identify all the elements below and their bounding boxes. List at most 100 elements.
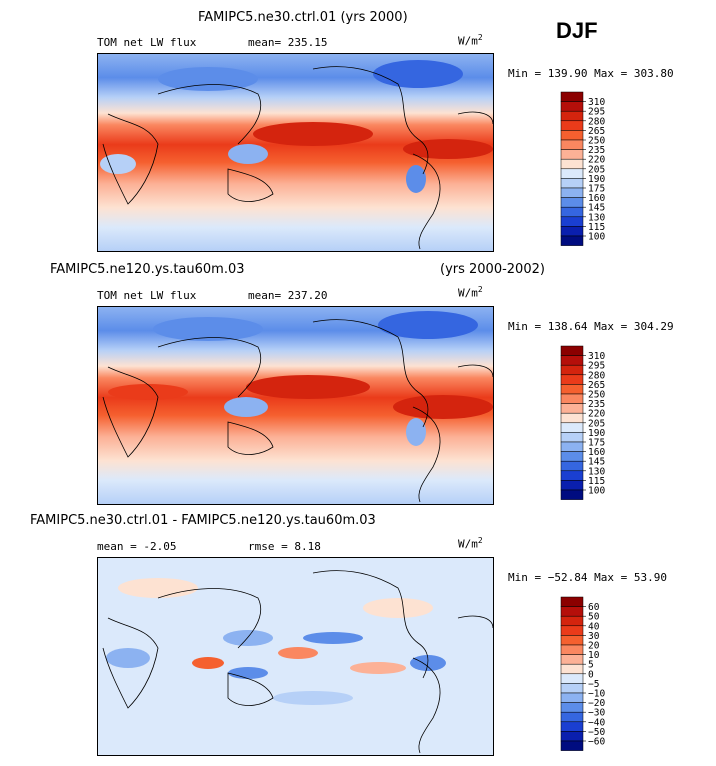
panel1-coastlines — [102, 66, 493, 250]
colorbar-label: 30 — [588, 631, 600, 642]
panel3-anom-neg-3 — [303, 632, 363, 644]
panel2-warm-west — [108, 384, 188, 400]
colorbar-swatch — [560, 412, 584, 424]
colorbar-swatch — [560, 470, 584, 481]
colorbar-label: 115 — [588, 222, 605, 233]
colorbar-swatch — [560, 235, 584, 246]
panel1-convective-africa — [100, 154, 136, 174]
panel2-cold-asia — [153, 317, 263, 341]
colorbar-label: 205 — [588, 418, 605, 429]
panel2-title: FAMIPC5.ne120.ys.tau60m.03 — [50, 262, 245, 277]
panel3-map — [97, 557, 494, 756]
colorbar-swatch — [560, 178, 584, 189]
panel1-cold-north — [373, 60, 463, 88]
colorbar-swatch — [560, 130, 584, 141]
colorbar-swatch — [560, 740, 584, 751]
colorbar-label: 160 — [588, 193, 605, 204]
panel3-rmse: rmse = 8.18 — [248, 540, 321, 553]
colorbar-label: 310 — [588, 351, 605, 362]
colorbar-label: 175 — [588, 438, 605, 449]
panel2-map — [97, 306, 494, 505]
colorbar-swatch — [560, 422, 584, 433]
colorbar-swatch — [560, 139, 584, 150]
colorbar-swatch — [560, 711, 584, 723]
colorbar-swatch — [560, 702, 584, 713]
colorbar-swatch — [560, 654, 584, 665]
colorbar-swatch — [560, 384, 584, 395]
colorbar-label: −50 — [588, 727, 605, 738]
colorbar-label: 40 — [588, 621, 600, 632]
panel3-anom-neg-2 — [223, 630, 273, 646]
colorbar-label: 130 — [588, 212, 605, 223]
colorbar-swatch — [560, 731, 584, 742]
colorbar-label: −30 — [588, 708, 605, 719]
colorbar-swatch — [560, 606, 584, 617]
panel2-warm-east — [393, 395, 493, 419]
colorbar-swatch — [560, 480, 584, 491]
colorbar-swatch — [560, 226, 584, 237]
panel3-anom-neg-5 — [228, 667, 268, 679]
panel2-colorbar: 3102952802652502352202051901751601451301… — [560, 345, 605, 500]
colorbar-label: 250 — [588, 390, 605, 401]
panel3-mean: mean = -2.05 — [97, 540, 177, 553]
colorbar-swatch — [560, 355, 584, 366]
colorbar-label: 190 — [588, 174, 605, 185]
panel3-minmax: Min = −52.84 Max = 53.90 — [508, 571, 667, 584]
colorbar-swatch — [560, 596, 584, 607]
panel2-cold-north — [378, 311, 478, 339]
colorbar-swatch — [560, 432, 584, 443]
colorbar-swatch — [560, 364, 584, 376]
panel3-anom-neg-6 — [273, 691, 353, 705]
colorbar-label: −5 — [588, 679, 599, 690]
panel1-title: FAMIPC5.ne30.ctrl.01 (yrs 2000) — [198, 10, 408, 25]
colorbar-label: 115 — [588, 476, 605, 487]
colorbar-label: 5 — [588, 660, 594, 671]
colorbar-label: 145 — [588, 203, 605, 214]
colorbar-label: 280 — [588, 370, 605, 381]
panel1-convective-amazon — [406, 165, 426, 193]
colorbar-swatch — [560, 673, 584, 684]
panel1-units: W/m2 — [458, 33, 483, 48]
colorbar-label: 160 — [588, 447, 605, 458]
colorbar-label: 280 — [588, 116, 605, 127]
colorbar-swatch — [560, 374, 584, 385]
colorbar-label: −40 — [588, 717, 605, 728]
colorbar-swatch — [560, 441, 584, 452]
colorbar-swatch — [560, 663, 584, 675]
panel1-cold-asia — [158, 67, 258, 91]
colorbar-label: 20 — [588, 641, 600, 652]
colorbar-swatch — [560, 451, 584, 462]
colorbar-label: 50 — [588, 612, 600, 623]
colorbar-label: 265 — [588, 380, 605, 391]
colorbar-label: 295 — [588, 361, 605, 372]
panel3-anom-pos-3 — [278, 647, 318, 659]
colorbar-label: 60 — [588, 602, 600, 613]
colorbar-label: 220 — [588, 155, 605, 166]
panel1-colorbar: 3102952802652502352202051901751601451301… — [560, 91, 605, 246]
panel3-anom-pos-2 — [363, 598, 433, 618]
panel2-variable: TOM net LW flux — [97, 289, 197, 302]
colorbar-swatch — [560, 120, 584, 131]
panel2-warm-core — [246, 375, 370, 399]
colorbar-swatch — [560, 216, 584, 227]
panel3-anom-pos-1 — [118, 578, 198, 598]
panel1-minmax: Min = 139.90 Max = 303.80 — [508, 67, 674, 80]
season-label: DJF — [556, 18, 598, 43]
colorbar-swatch — [560, 101, 584, 112]
panel3-coastlines — [102, 570, 493, 754]
colorbar-swatch — [560, 644, 584, 655]
colorbar-swatch — [560, 110, 584, 122]
colorbar-label: 190 — [588, 428, 605, 439]
panel2-coastlines — [102, 319, 493, 503]
panel2-minmax: Min = 138.64 Max = 304.29 — [508, 320, 674, 333]
colorbar-swatch — [560, 625, 584, 636]
colorbar-label: 250 — [588, 136, 605, 147]
panel2-title-years: (yrs 2000-2002) — [440, 262, 545, 277]
panel3-units: W/m2 — [458, 536, 483, 551]
panel2-convective-amazon — [406, 418, 426, 446]
colorbar-label: 100 — [588, 232, 605, 243]
colorbar-swatch — [560, 403, 584, 414]
colorbar-swatch — [560, 149, 584, 160]
colorbar-swatch — [560, 489, 584, 500]
colorbar-label: 130 — [588, 466, 605, 477]
